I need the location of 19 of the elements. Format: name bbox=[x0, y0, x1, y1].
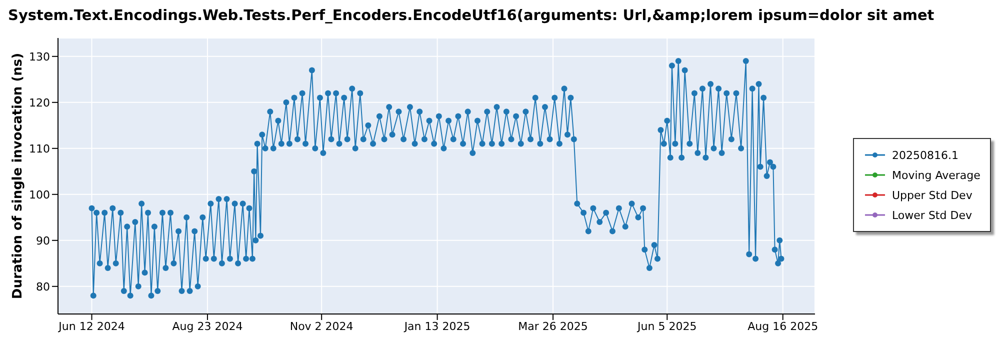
x-tick-label: Mar 26 2025 bbox=[518, 320, 588, 333]
legend-label: Lower Std Dev bbox=[892, 208, 972, 222]
y-tick-label: 90 bbox=[36, 234, 50, 248]
x-tick-label: Jun 5 2025 bbox=[636, 320, 697, 333]
legend-label: Upper Std Dev bbox=[892, 188, 972, 202]
legend-label: 20250816.1 bbox=[892, 148, 958, 162]
x-tick-label: Nov 2 2024 bbox=[290, 320, 354, 333]
y-tick-label: 130 bbox=[29, 50, 50, 64]
y-axis-title: Duration of single invocation (ns) bbox=[10, 52, 26, 300]
legend-label: Moving Average bbox=[892, 168, 980, 182]
x-tick-label: Aug 16 2025 bbox=[748, 320, 818, 333]
y-tick-label: 100 bbox=[29, 188, 50, 202]
y-tick-label: 120 bbox=[29, 96, 50, 110]
x-tick-label: Jun 12 2024 bbox=[58, 320, 125, 333]
x-tick-label: Jan 13 2025 bbox=[403, 320, 470, 333]
y-tick-label: 80 bbox=[36, 280, 50, 294]
chart-title: System.Text.Encodings.Web.Tests.Perf_Encoders.EncodeUtf16(arguments: Url,&amp;lorem ipsum=dolor sit amet bbox=[8, 8, 936, 26]
x-tick-label: Aug 23 2024 bbox=[172, 320, 243, 333]
y-tick-label: 110 bbox=[29, 142, 50, 156]
